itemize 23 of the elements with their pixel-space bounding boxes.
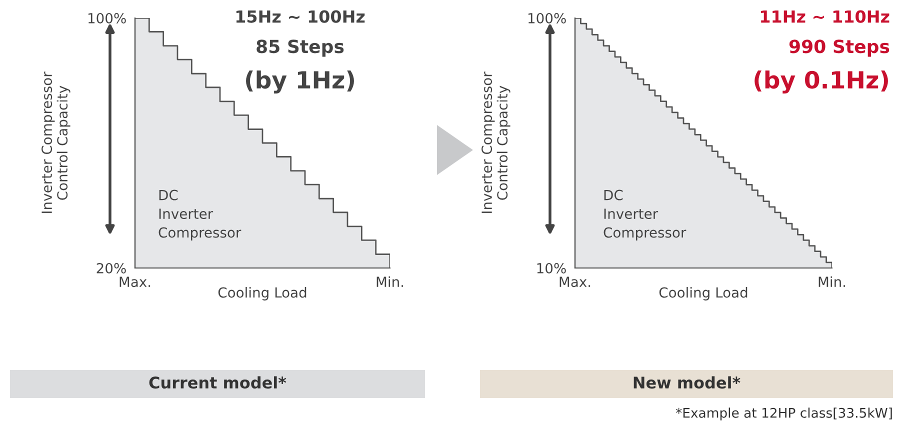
annotation: DC Inverter Compressor [604,190,686,240]
y-tick-label: 100% [88,12,126,24]
x-tick-label: Max. [120,276,150,288]
annotation: (by 1Hz) [246,70,354,94]
annotation: 990 Steps [789,40,890,57]
text: Current model* [149,376,286,389]
y-axis-title: Inverter Compressor Control Capacity [42,72,70,213]
annotation: DC Inverter Compressor [158,190,242,240]
y-tick-label: 20% [96,262,126,274]
annotation: 85 Steps [256,40,344,57]
x-tick-label: Max. [560,276,590,288]
annotation: 11Hz ~ 110Hz [761,10,890,23]
x-tick-label: Min. [376,276,404,287]
text: New model* [634,376,740,389]
y-axis-title: Inverter Compressor Control Capacity [482,72,510,213]
text: *Example at 12HP class[33.5kW] [676,408,892,420]
annotation: 15Hz ~ 100Hz [236,10,365,23]
x-tick-label: Min. [818,276,846,287]
annotation: (by 0.1Hz) [754,70,888,94]
y-tick-label: 10% [537,262,566,274]
x-axis-title: Cooling Load [659,286,748,300]
x-axis-title: Cooling Load [218,286,306,300]
y-tick-label: 100% [528,12,566,24]
